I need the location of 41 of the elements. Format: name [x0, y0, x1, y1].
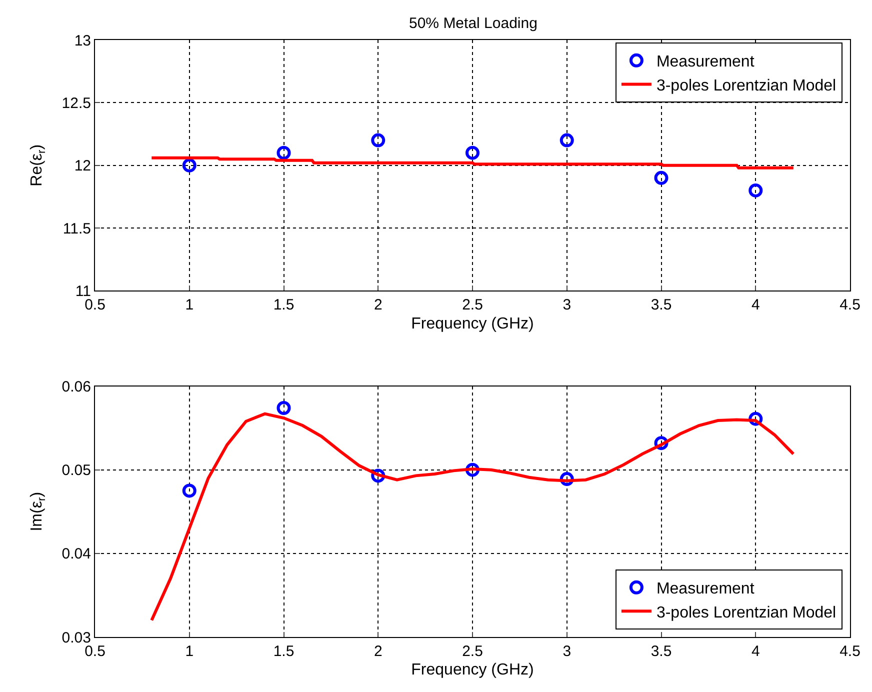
x-tick-label: 2	[374, 643, 382, 660]
legend-label: Measurement	[656, 580, 755, 598]
y-tick-label: 0.06	[62, 378, 91, 396]
x-tick-label: 1.5	[273, 296, 294, 314]
point	[748, 183, 763, 198]
x-tick-label: 3	[562, 296, 572, 314]
y-tick-label: 0.05	[62, 462, 91, 480]
x-tick-label: 1.5	[273, 643, 294, 660]
point	[371, 133, 386, 148]
x-tick-label: 3	[562, 643, 572, 660]
x-tick-label: 1	[185, 296, 194, 314]
point	[182, 484, 196, 498]
x-tick-label: 2	[374, 296, 382, 314]
x-tick-label: 4	[751, 643, 760, 660]
x-axis-title: Frequency (GHz)	[411, 662, 534, 679]
point	[560, 133, 574, 148]
x-tick-label: 4.5	[840, 296, 860, 314]
y-tick-label: 11.5	[62, 220, 91, 238]
point	[276, 400, 291, 415]
y-tick-label: 12	[74, 158, 91, 175]
x-tick-label: 1	[185, 643, 194, 660]
point	[182, 158, 196, 172]
x-tick-label: 4	[751, 296, 760, 314]
x-tick-label: 3.5	[650, 643, 672, 660]
chart-title: 50% Metal Loading	[409, 15, 538, 32]
y-tick-label: 13	[74, 32, 91, 50]
y-tick-label: 0.04	[62, 546, 91, 563]
x-tick-label: 2.5	[462, 296, 483, 314]
legend-label: 3-poles Lorentzian Model	[656, 604, 836, 622]
point	[654, 170, 668, 185]
x-tick-label: 2.5	[462, 643, 483, 660]
y-tick-label: 12.5	[62, 94, 91, 112]
x-axis-title: Frequency (GHz)	[411, 315, 534, 332]
line-series	[150, 412, 795, 622]
point	[466, 146, 480, 160]
point	[276, 146, 291, 160]
legend-label: Measurement	[656, 54, 755, 71]
x-tick-label: 4.5	[840, 643, 860, 660]
legend-label: 3-poles Lorentzian Model	[656, 77, 836, 94]
line-series	[150, 156, 795, 170]
x-tick-label: 3.5	[650, 296, 672, 314]
